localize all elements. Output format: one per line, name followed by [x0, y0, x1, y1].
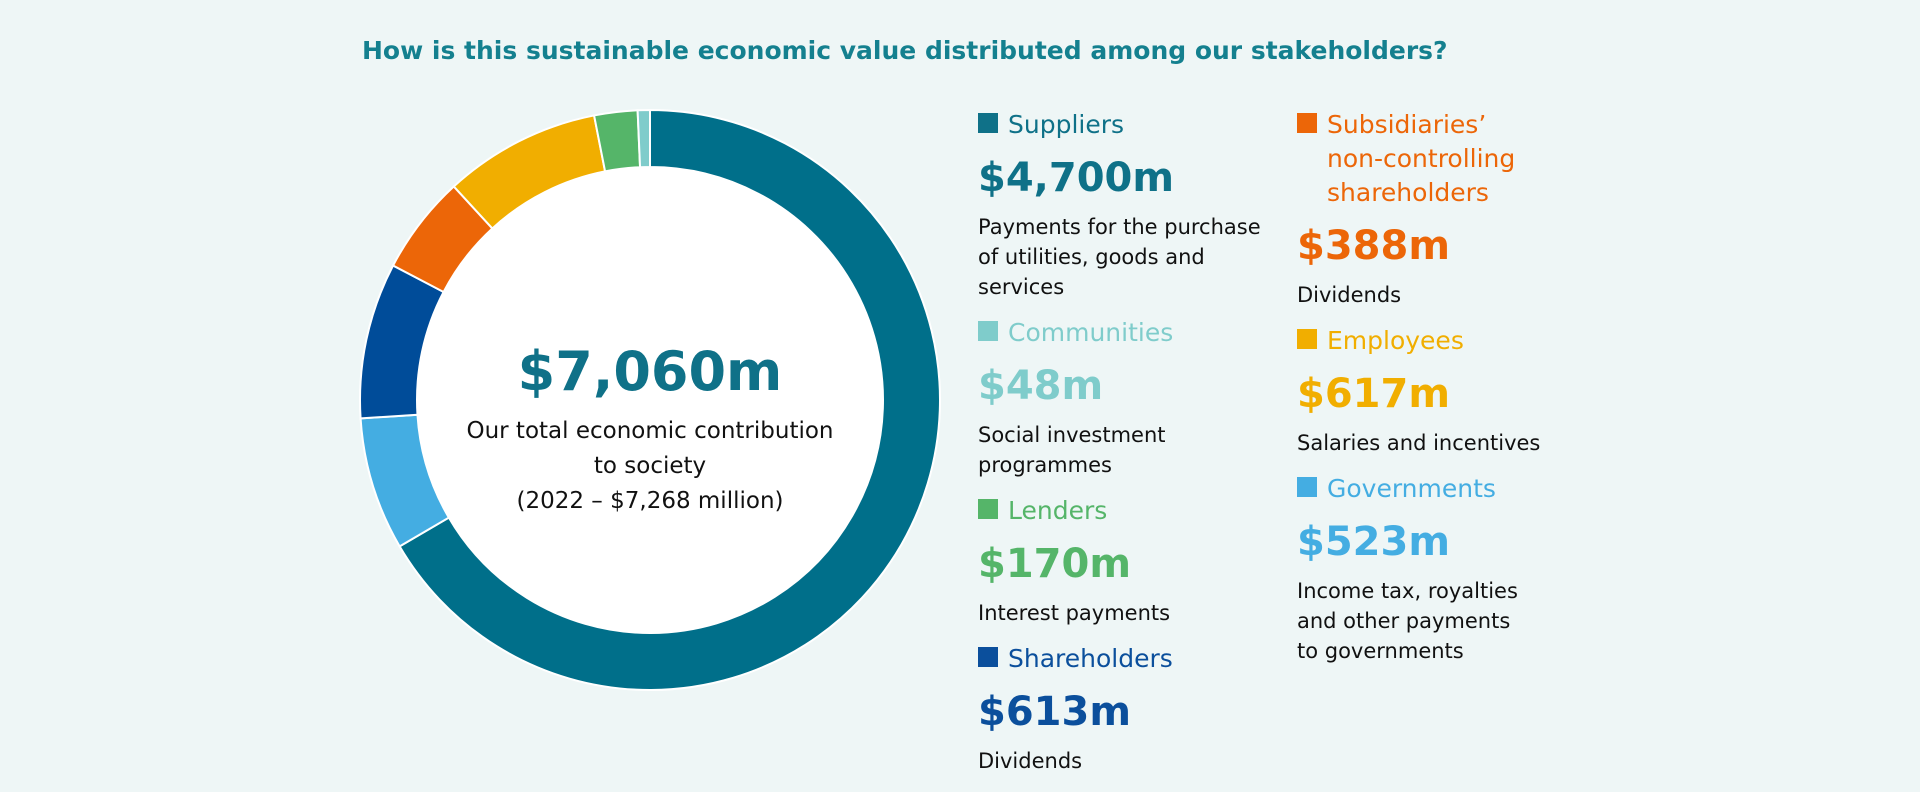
- legend-swatch: [978, 499, 998, 519]
- donut-hole: [417, 167, 883, 633]
- legend-swatch: [978, 647, 998, 667]
- legend-item: Communities $48m Social investment programm…: [978, 316, 1278, 480]
- legend-note-line: of utilities, goods and: [978, 245, 1205, 269]
- legend-note-line: Dividends: [978, 749, 1083, 773]
- legend-note: Payments for the purchase of utilities, g…: [978, 212, 1278, 302]
- legend-note: Dividends: [1297, 280, 1597, 310]
- legend-value: $4,700m: [978, 155, 1175, 201]
- legend-value: $48m: [978, 363, 1104, 409]
- legend-note-line: to governments: [1297, 639, 1464, 663]
- legend-note-line: and other payments: [1297, 609, 1511, 633]
- total-comparison: (2022 – $7,268 million): [516, 488, 784, 514]
- total-value: $7,060m: [517, 340, 783, 403]
- legend-name-line: Suppliers: [1008, 110, 1125, 139]
- legend-name: Shareholders: [1008, 642, 1173, 676]
- legend-note: Social investment programmes: [978, 420, 1278, 480]
- legend-item: Employees $617m Salaries and incentives: [1297, 324, 1597, 458]
- legend-item: Lenders $170m Interest payments: [978, 494, 1278, 628]
- legend-header: Communities: [978, 316, 1278, 350]
- legend-value: $388m: [1297, 223, 1451, 269]
- legend-name: Suppliers: [1008, 108, 1124, 142]
- legend-name-line: shareholders: [1327, 178, 1489, 207]
- legend-note: Salaries and incentives: [1297, 428, 1597, 458]
- legend-note-line: Interest payments: [978, 601, 1171, 625]
- legend-note: Dividends: [978, 746, 1278, 776]
- total-description-line: to society: [593, 453, 707, 479]
- legend-name-line: Employees: [1327, 326, 1464, 355]
- legend-note-line: Social investment: [978, 423, 1166, 447]
- legend-note: Income tax, royalties and other payments t…: [1297, 576, 1597, 666]
- total-description-line: Our total economic contribution: [466, 418, 834, 444]
- legend-name: Communities: [1008, 316, 1173, 350]
- legend-value: $613m: [978, 689, 1132, 735]
- donut-chart: [359, 108, 941, 691]
- legend-name-line: Lenders: [1008, 496, 1108, 525]
- legend-item: Suppliers $4,700m Payments for the purchas…: [978, 108, 1278, 302]
- legend-name: Subsidiaries’ non-controlling shareholders: [1327, 108, 1515, 210]
- legend-name-line: Governments: [1327, 474, 1496, 503]
- legend-name-line: Shareholders: [1008, 644, 1173, 673]
- legend-column-2: Subsidiaries’ non-controlling shareholders…: [1297, 108, 1597, 680]
- legend-header: Governments: [1297, 472, 1597, 506]
- legend-name: Governments: [1327, 472, 1496, 506]
- legend-name-line: non-controlling: [1327, 144, 1516, 173]
- legend-swatch: [1297, 477, 1317, 497]
- legend-note-line: Dividends: [1297, 283, 1402, 307]
- legend-note: Interest payments: [978, 598, 1278, 628]
- legend-note-line: services: [978, 275, 1065, 299]
- legend-swatch: [1297, 113, 1317, 133]
- legend-value: $170m: [978, 541, 1132, 587]
- legend-name: Employees: [1327, 324, 1464, 358]
- legend-note-line: Payments for the purchase: [978, 215, 1261, 239]
- legend-item: Subsidiaries’ non-controlling shareholders…: [1297, 108, 1597, 310]
- legend-swatch: [978, 321, 998, 341]
- legend-name-line: Subsidiaries’: [1327, 110, 1487, 139]
- legend-swatch: [978, 113, 998, 133]
- legend-header: Subsidiaries’ non-controlling shareholders: [1297, 108, 1597, 210]
- legend-note-line: programmes: [978, 453, 1112, 477]
- chart-title: How is this sustainable economic value d…: [362, 36, 1448, 65]
- donut-slice-communities: [636, 108, 651, 169]
- legend-value: $617m: [1297, 371, 1451, 417]
- legend-swatch: [1297, 329, 1317, 349]
- legend-item: Governments $523m Income tax, royalties and…: [1297, 472, 1597, 666]
- legend-header: Employees: [1297, 324, 1597, 358]
- total-description: Our total economic contribution to socie…: [400, 414, 900, 519]
- center-summary: $7,060m Our total economic contribution …: [400, 340, 900, 519]
- legend-note-line: Income tax, royalties: [1297, 579, 1518, 603]
- legend-header: Suppliers: [978, 108, 1278, 142]
- legend-note-line: Salaries and incentives: [1297, 431, 1541, 455]
- legend-column-1: Suppliers $4,700m Payments for the purchas…: [978, 108, 1278, 790]
- legend-header: Lenders: [978, 494, 1278, 528]
- legend-header: Shareholders: [978, 642, 1278, 676]
- legend-name: Lenders: [1008, 494, 1107, 528]
- legend-name-line: Communities: [1008, 318, 1174, 347]
- legend-item: Shareholders $613m Dividends: [978, 642, 1278, 776]
- legend-value: $523m: [1297, 519, 1451, 565]
